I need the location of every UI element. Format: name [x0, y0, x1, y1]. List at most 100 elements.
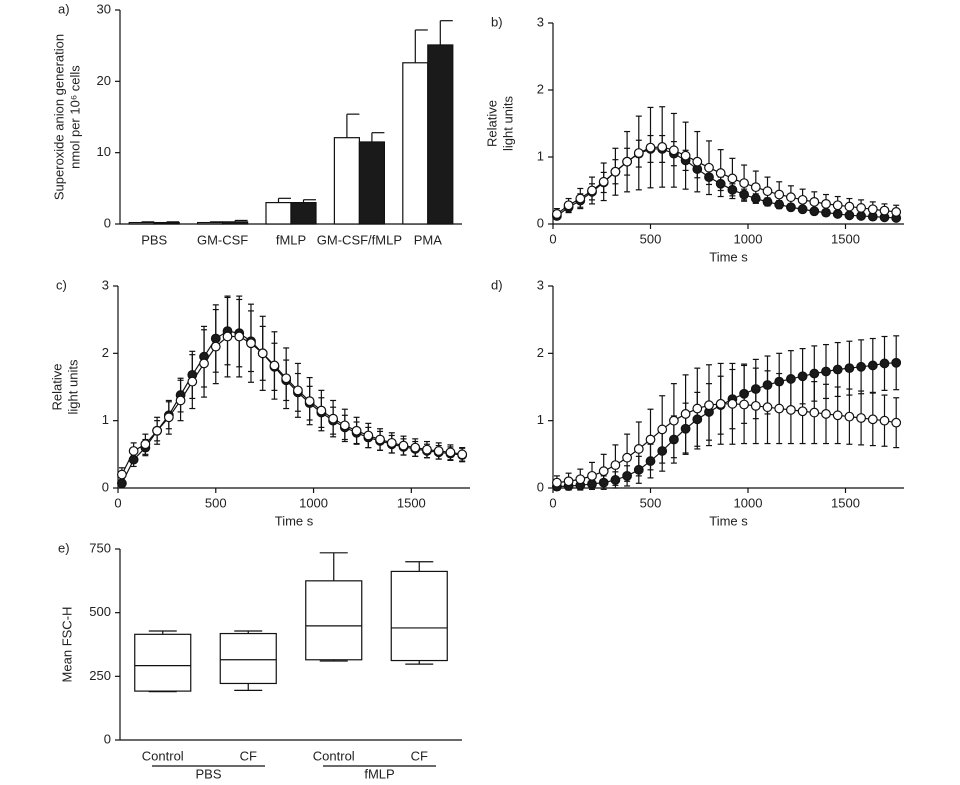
series-line — [556, 362, 897, 488]
point — [692, 403, 703, 414]
point — [610, 475, 621, 485]
x-tick-label: PMA — [414, 232, 443, 247]
x-tick-label: fMLP — [276, 232, 306, 247]
point — [175, 395, 186, 406]
bar — [290, 202, 317, 225]
y-tick-label: 1 — [102, 412, 109, 427]
point — [552, 209, 562, 219]
point — [552, 477, 562, 488]
point — [844, 210, 855, 221]
point — [457, 449, 468, 460]
x-axis-label: Time s — [709, 513, 748, 528]
y-tick-label: 3 — [537, 277, 544, 292]
x-tick-label: 500 — [640, 231, 662, 246]
point — [669, 434, 679, 445]
point — [821, 207, 831, 218]
x-tick-label: 500 — [640, 495, 662, 510]
point — [152, 425, 163, 436]
point — [692, 156, 703, 167]
x-tick-label: 1500 — [831, 495, 860, 510]
point — [257, 348, 268, 359]
point — [879, 358, 890, 369]
point — [680, 423, 691, 434]
point — [762, 380, 773, 390]
point — [246, 338, 256, 349]
point — [587, 479, 597, 489]
point — [704, 400, 714, 411]
y-tick-label: 0 — [104, 215, 111, 230]
y-tick-label: 0 — [102, 479, 109, 494]
y-axis-label: Relative — [484, 100, 499, 147]
point — [657, 142, 668, 152]
point — [622, 470, 632, 481]
x-tick-label: GM-CSF/fMLP — [317, 232, 402, 247]
x-tick-label: 0 — [114, 495, 121, 510]
y-axis-label: light units — [500, 96, 515, 151]
point — [575, 193, 586, 204]
point — [398, 440, 409, 451]
point — [832, 200, 843, 211]
point — [199, 358, 209, 369]
point — [117, 469, 127, 480]
point — [422, 444, 432, 455]
group-label: fMLP — [364, 766, 394, 781]
point — [879, 415, 890, 426]
point — [867, 204, 878, 215]
y-axis-label: Relative — [49, 364, 64, 411]
box — [305, 580, 363, 661]
point — [715, 178, 726, 189]
point — [727, 184, 738, 195]
point — [739, 399, 749, 410]
point — [832, 410, 843, 421]
point — [210, 341, 221, 352]
y-tick-label: 2 — [537, 345, 544, 360]
x-tick-label: 1500 — [397, 495, 426, 510]
y-tick-label: 30 — [97, 1, 111, 16]
y-tick-label: 1 — [537, 412, 544, 427]
point — [281, 373, 292, 384]
point — [563, 200, 574, 211]
point — [633, 464, 644, 475]
point — [445, 447, 456, 458]
x-axis-label: Time s — [709, 249, 748, 264]
y-tick-label: 0 — [104, 731, 111, 746]
point — [867, 360, 878, 371]
point — [669, 145, 679, 156]
point — [657, 424, 668, 435]
x-tick-label: PBS — [141, 232, 167, 247]
x-tick-label: 1000 — [299, 495, 328, 510]
point — [774, 199, 785, 210]
point — [433, 446, 444, 456]
bar — [427, 44, 454, 225]
y-tick-label: 20 — [97, 73, 111, 88]
point — [269, 360, 280, 371]
bar — [197, 221, 224, 225]
bar — [128, 221, 155, 225]
point — [304, 396, 315, 407]
bar — [265, 202, 292, 225]
panel-label: b) — [491, 14, 503, 29]
point — [891, 207, 902, 217]
point — [727, 173, 738, 184]
point — [410, 442, 421, 453]
x-tick-label: GM-CSF — [197, 232, 248, 247]
y-tick-label: 0 — [537, 479, 544, 494]
x-axis-label: Time s — [275, 513, 314, 528]
point — [739, 178, 749, 189]
point — [856, 361, 866, 372]
point — [867, 414, 878, 425]
point — [645, 456, 656, 466]
y-tick-label: 2 — [102, 345, 109, 360]
point — [821, 409, 831, 419]
y-axis-label: nmol per 10⁶ cells — [67, 65, 82, 169]
point — [821, 198, 831, 209]
point — [316, 405, 327, 416]
point — [598, 176, 609, 187]
point — [844, 201, 855, 212]
bar — [402, 62, 429, 225]
point — [762, 402, 773, 413]
point — [633, 148, 644, 158]
bar — [153, 221, 180, 225]
point — [222, 331, 233, 342]
point — [762, 196, 773, 207]
